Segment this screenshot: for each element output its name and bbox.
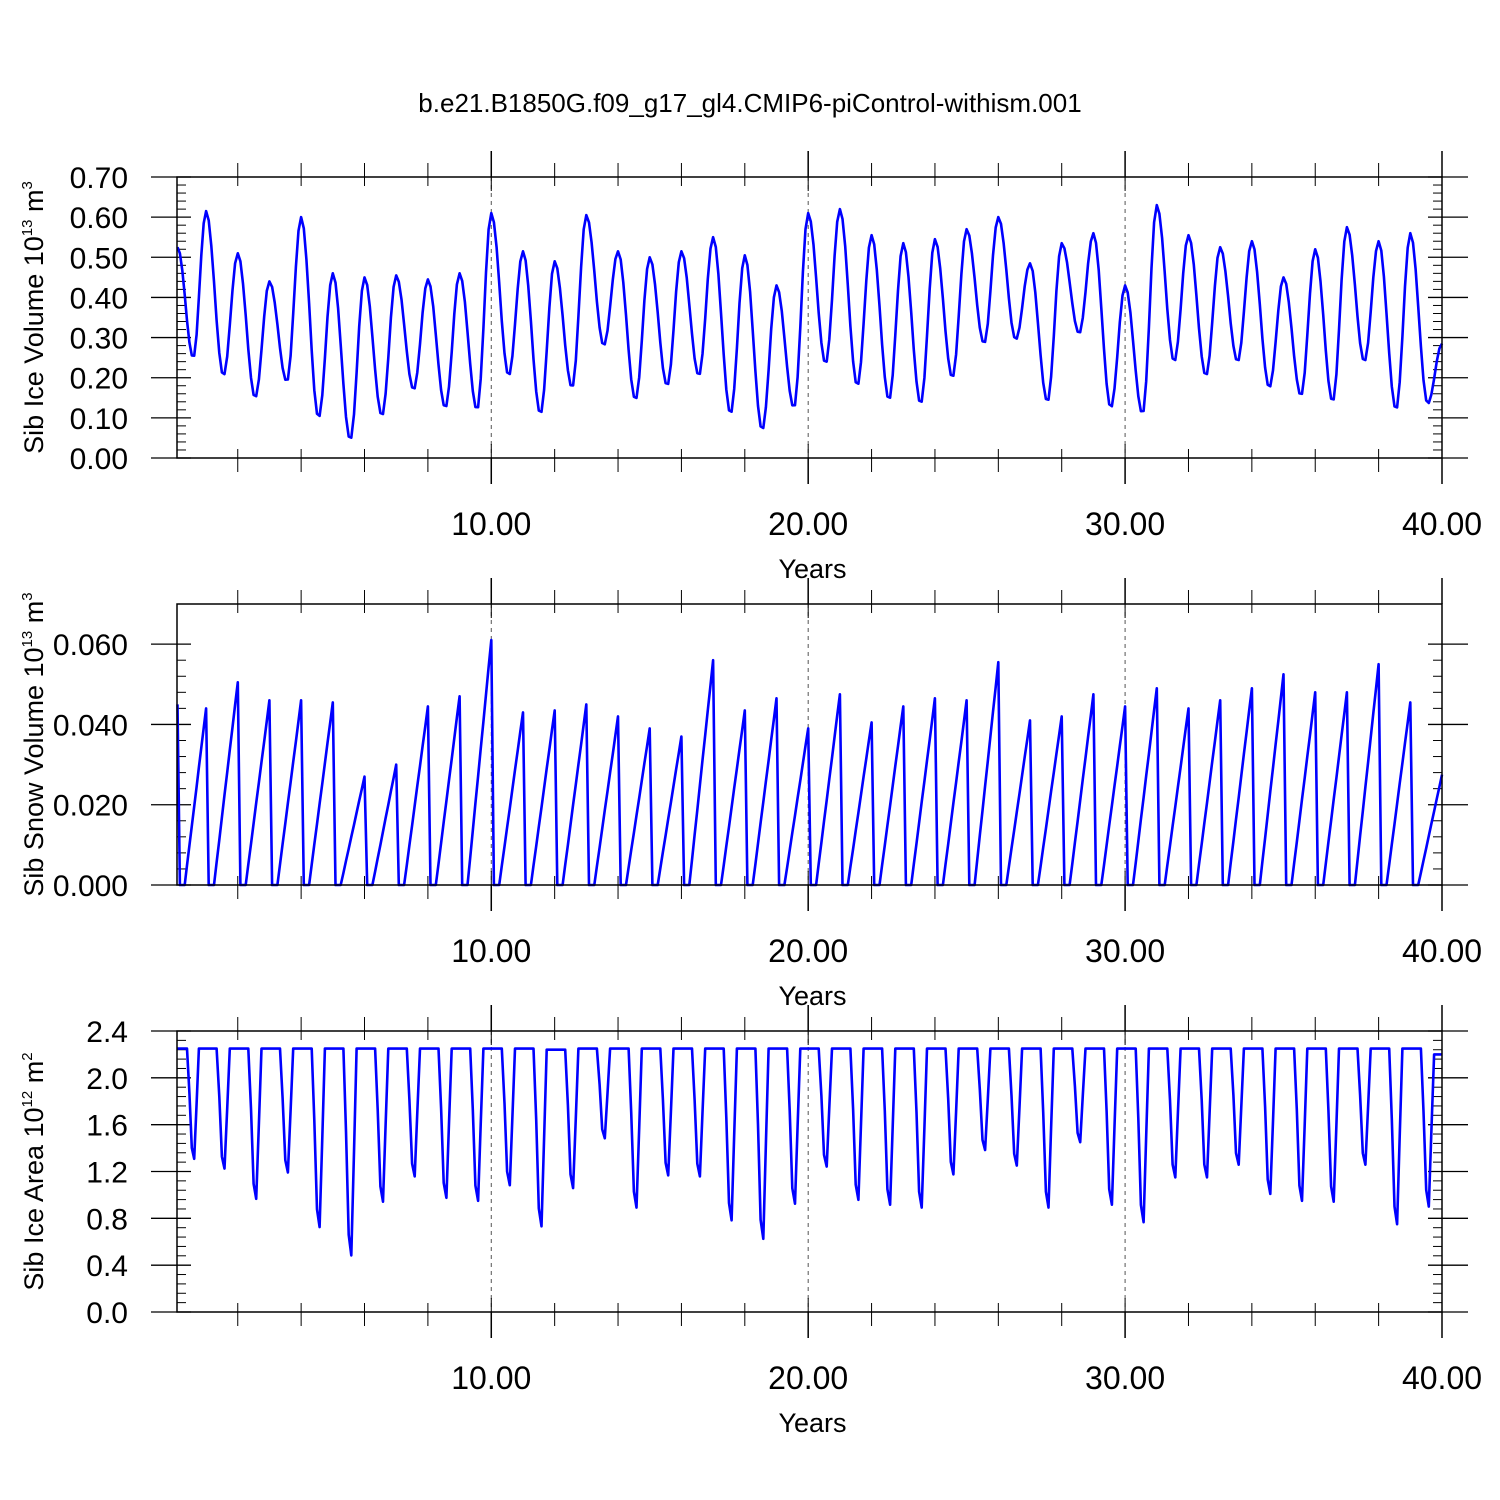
y-tick-label: 0.000 <box>53 870 128 903</box>
x-tick-label: 10.00 <box>451 933 531 969</box>
x-tick-label: 20.00 <box>768 933 848 969</box>
y-tick-label: 0.4 <box>86 1250 128 1283</box>
x-tick-label: 20.00 <box>768 1360 848 1396</box>
y-axis-label-exponent: 12 <box>19 1091 36 1108</box>
plot-frame <box>176 1030 1443 1313</box>
y-tick-label: 1.2 <box>86 1157 128 1190</box>
y-axis-label-text: Sib Ice Area 10 <box>19 1107 49 1290</box>
y-tick-label: 1.6 <box>86 1110 128 1143</box>
y-tick-label: 0.060 <box>53 629 128 662</box>
y-tick-label: 0.020 <box>53 790 128 823</box>
y-axis-label: Sib Ice Volume 1013 m3 <box>19 181 49 454</box>
y-axis-label-unit-exponent: 3 <box>19 181 36 189</box>
x-tick-label: 40.00 <box>1402 1360 1482 1396</box>
series-line <box>177 1047 1442 1257</box>
plot-frame <box>176 176 1443 459</box>
y-tick-label: 2.4 <box>86 1016 128 1049</box>
x-tick-label: 40.00 <box>1402 506 1482 542</box>
panel-ice-volume: 10.00 20.00 30.00 40.00 0.00 0.10 0.20 0.30 0.40… <box>19 151 1482 584</box>
x-axis-label: Years <box>778 1408 846 1438</box>
y-tick-label: 0.0 <box>86 1297 128 1330</box>
x-axis-label: Years <box>778 554 846 584</box>
plot-frame <box>176 603 1443 886</box>
y-axis-label-unit: m <box>19 601 49 631</box>
y-tick-label: 0.10 <box>70 403 128 436</box>
y-axis-label-unit-exponent: 3 <box>19 592 36 600</box>
chart-title: b.e21.B1850G.f09_g17_gl4.CMIP6-piControl… <box>418 88 1081 118</box>
y-tick-label: 0.8 <box>86 1203 128 1236</box>
y-tick-label: 0.040 <box>53 709 128 742</box>
y-axis-label-unit: m <box>19 190 49 220</box>
y-axis-label-unit: m <box>19 1061 49 1091</box>
y-tick-label: 0.20 <box>70 363 128 396</box>
y-tick-label: 0.60 <box>70 202 128 235</box>
y-axis-label-unit-exponent: 2 <box>19 1052 36 1060</box>
y-tick-label: 2.0 <box>86 1063 128 1096</box>
y-axis-label-text: Sib Ice Volume 10 <box>19 236 49 454</box>
x-tick-label: 30.00 <box>1085 1360 1165 1396</box>
x-tick-label: 20.00 <box>768 506 848 542</box>
y-tick-label: 0.50 <box>70 242 128 275</box>
y-axis-label-exponent: 13 <box>19 631 36 648</box>
y-tick-label: 0.40 <box>70 282 128 315</box>
y-tick-label: 0.00 <box>70 443 128 476</box>
y-tick-label: 0.70 <box>70 162 128 195</box>
panel-ice-area: 10.00 20.00 30.00 40.00 0.0 0.4 0.8 1.2 1.6 2.0 2.… <box>19 1005 1482 1438</box>
y-axis-label-exponent: 13 <box>19 220 36 237</box>
x-tick-label: 30.00 <box>1085 933 1165 969</box>
series-line <box>176 203 1444 439</box>
x-tick-label: 40.00 <box>1402 933 1482 969</box>
y-axis-label: Sib Snow Volume 1013 m3 <box>19 592 49 896</box>
y-tick-label: 0.30 <box>70 323 128 356</box>
x-tick-label: 30.00 <box>1085 506 1165 542</box>
x-tick-label: 10.00 <box>451 506 531 542</box>
x-axis-label: Years <box>778 981 846 1011</box>
x-tick-label: 10.00 <box>451 1360 531 1396</box>
y-axis-label-text: Sib Snow Volume 10 <box>19 647 49 896</box>
panel-snow-volume: 10.00 20.00 30.00 40.00 0.000 0.020 0.040 0.060… <box>19 578 1482 1011</box>
series-line <box>176 638 1444 887</box>
y-axis-label: Sib Ice Area 1012 m2 <box>19 1052 49 1290</box>
